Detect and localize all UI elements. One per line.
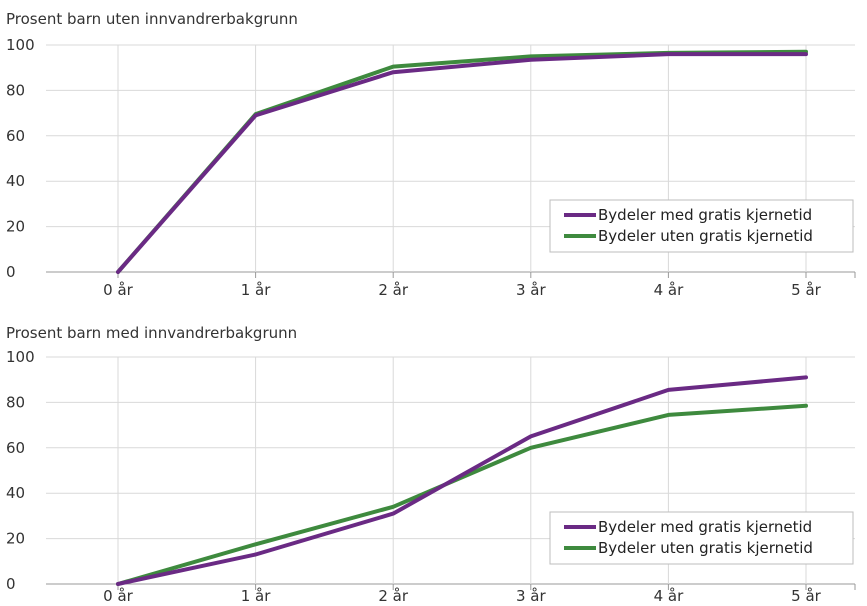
chart-panel-2: Prosent barn med innvandrerbakgrunn 0 20 40… — [6, 324, 856, 605]
chart-legend: Bydeler med gratis kjernetid Bydeler uten… — [549, 511, 854, 565]
legend-label: Bydeler med gratis kjernetid — [598, 206, 812, 224]
chart-title: Prosent barn med innvandrerbakgrunn — [6, 324, 297, 342]
y-tick-label: 60 — [6, 127, 25, 145]
x-tick-label: 5 år — [791, 587, 822, 605]
y-tick-label: 20 — [6, 530, 25, 548]
x-tick-label: 3 år — [516, 281, 547, 299]
x-tick-label: 2 år — [378, 281, 409, 299]
x-tick-label: 5 år — [791, 281, 822, 299]
y-tick-label: 100 — [6, 348, 35, 366]
legend-box — [549, 511, 854, 565]
series-line-med — [116, 52, 808, 274]
y-tick-label: 40 — [6, 484, 25, 502]
x-tick-label: 1 år — [241, 587, 272, 605]
x-tick-label: 4 år — [654, 587, 685, 605]
series-line-uten — [116, 403, 808, 586]
x-tick-label: 3 år — [516, 587, 547, 605]
x-tick-label: 0 år — [103, 281, 134, 299]
y-tick-label: 60 — [6, 439, 25, 457]
y-tick-label: 80 — [6, 393, 25, 411]
y-tick-label: 0 — [6, 575, 16, 593]
y-tick-label: 100 — [6, 36, 35, 54]
y-tick-label: 80 — [6, 81, 25, 99]
chart-panel-1: Prosent barn uten innvandrerbakgrunn 0 20 4… — [6, 10, 856, 299]
x-tick-label: 0 år — [103, 587, 134, 605]
y-tick-label: 20 — [6, 218, 25, 236]
chart-legend: Bydeler med gratis kjernetid Bydeler uten… — [549, 199, 854, 253]
legend-label: Bydeler med gratis kjernetid — [598, 518, 812, 536]
y-tick-label: 0 — [6, 263, 16, 281]
chart-title: Prosent barn uten innvandrerbakgrunn — [6, 10, 298, 28]
x-tick-label: 4 år — [654, 281, 685, 299]
series-line-med — [116, 375, 808, 586]
y-tick-label: 40 — [6, 172, 25, 190]
x-tick-label: 2 år — [378, 587, 409, 605]
legend-label: Bydeler uten gratis kjernetid — [598, 227, 813, 245]
legend-box — [549, 199, 854, 253]
legend-label: Bydeler uten gratis kjernetid — [598, 539, 813, 557]
x-tick-label: 1 år — [241, 281, 272, 299]
